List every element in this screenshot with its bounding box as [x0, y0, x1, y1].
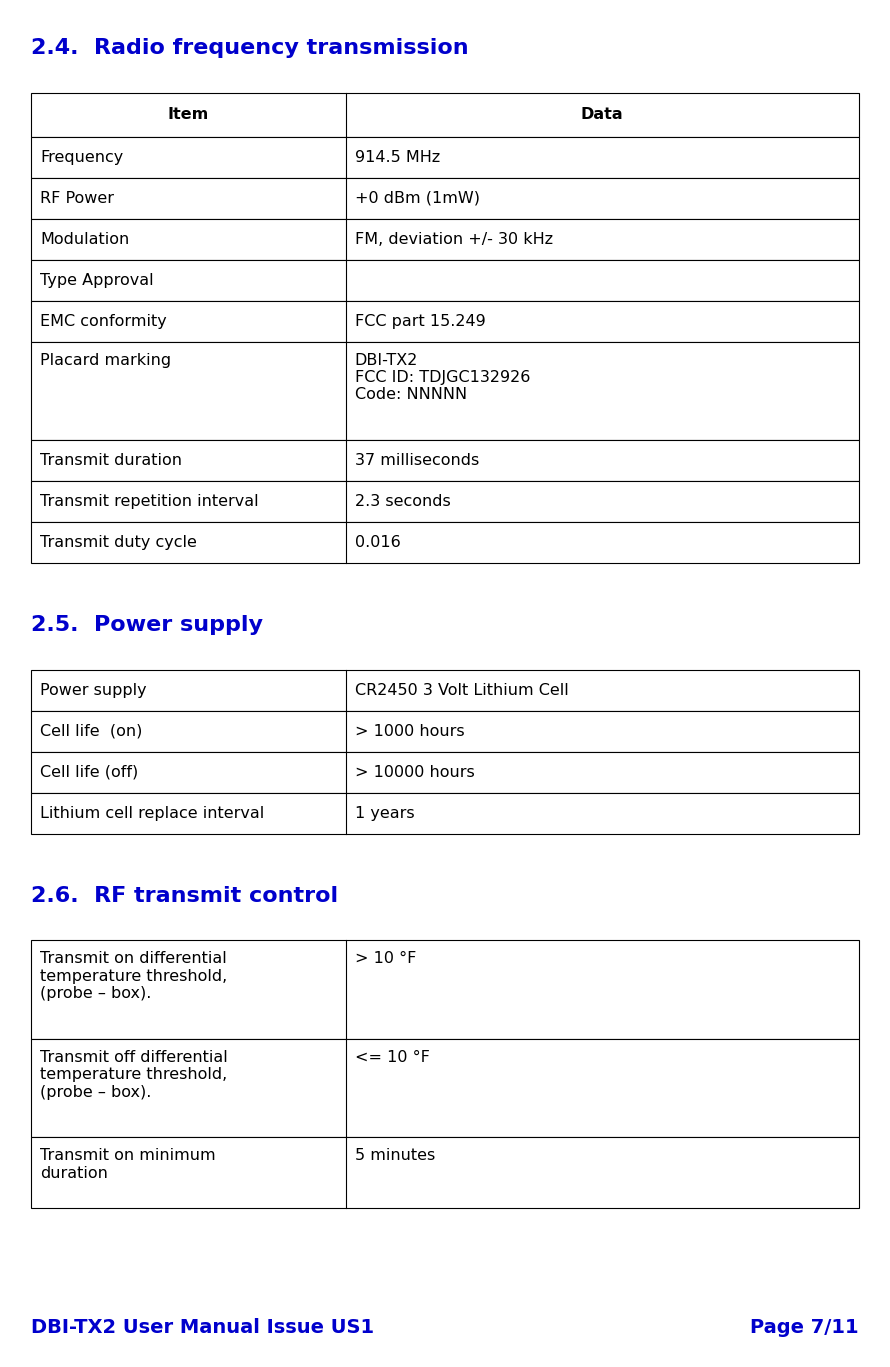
Text: Cell life (off): Cell life (off) [40, 766, 138, 779]
Text: 5 minutes: 5 minutes [354, 1148, 435, 1163]
Text: > 10 °F: > 10 °F [354, 951, 416, 966]
Text: <= 10 °F: <= 10 °F [354, 1050, 430, 1065]
Text: Type Approval: Type Approval [40, 273, 154, 287]
Text: 914.5 MHz: 914.5 MHz [354, 150, 440, 164]
Text: 1 years: 1 years [354, 807, 414, 820]
Bar [31, 93, 859, 137]
Bar [31, 260, 859, 301]
Bar [31, 178, 859, 219]
Text: 2.5.  Power supply: 2.5. Power supply [31, 615, 263, 636]
Text: Transmit duration: Transmit duration [40, 454, 182, 468]
Text: > 10000 hours: > 10000 hours [354, 766, 474, 779]
Text: 0.016: 0.016 [354, 536, 400, 550]
Bar [31, 440, 859, 481]
Text: 2.6.  RF transmit control: 2.6. RF transmit control [31, 886, 338, 906]
Text: Transmit on minimum
duration: Transmit on minimum duration [40, 1148, 215, 1181]
Text: Transmit repetition interval: Transmit repetition interval [40, 495, 259, 509]
Bar [31, 752, 859, 793]
Text: DBI-TX2
FCC ID: TDJGC132926
Code: NNNNN: DBI-TX2 FCC ID: TDJGC132926 Code: NNNNN [354, 353, 530, 402]
Text: Data: Data [581, 108, 624, 122]
Bar [31, 301, 859, 342]
Text: Power supply: Power supply [40, 684, 147, 697]
Text: Placard marking: Placard marking [40, 353, 171, 368]
Text: Transmit off differential
temperature threshold,
(probe – box).: Transmit off differential temperature th… [40, 1050, 228, 1099]
Text: Transmit on differential
temperature threshold,
(probe – box).: Transmit on differential temperature thr… [40, 951, 227, 1001]
Bar [31, 1137, 859, 1208]
Text: FCC part 15.249: FCC part 15.249 [354, 314, 485, 328]
Text: Page 7/11: Page 7/11 [750, 1318, 859, 1337]
Text: +0 dBm (1mW): +0 dBm (1mW) [354, 191, 480, 205]
Bar [31, 342, 859, 440]
Text: Frequency: Frequency [40, 150, 124, 164]
Text: FM, deviation +/- 30 kHz: FM, deviation +/- 30 kHz [354, 232, 553, 246]
Bar [31, 940, 859, 1039]
Text: EMC conformity: EMC conformity [40, 314, 166, 328]
Text: Cell life  (on): Cell life (on) [40, 725, 142, 738]
Bar [31, 1039, 859, 1137]
Text: Lithium cell replace interval: Lithium cell replace interval [40, 807, 264, 820]
Bar [31, 219, 859, 260]
Bar [31, 670, 859, 711]
Text: DBI-TX2 User Manual Issue US1: DBI-TX2 User Manual Issue US1 [31, 1318, 375, 1337]
Text: Transmit duty cycle: Transmit duty cycle [40, 536, 197, 550]
Text: > 1000 hours: > 1000 hours [354, 725, 465, 738]
Bar [31, 793, 859, 834]
Text: 2.3 seconds: 2.3 seconds [354, 495, 450, 509]
Text: 2.4.  Radio frequency transmission: 2.4. Radio frequency transmission [31, 38, 469, 59]
Bar [31, 522, 859, 563]
Text: CR2450 3 Volt Lithium Cell: CR2450 3 Volt Lithium Cell [354, 684, 569, 697]
Text: 37 milliseconds: 37 milliseconds [354, 454, 479, 468]
Text: Item: Item [168, 108, 209, 122]
Text: Modulation: Modulation [40, 232, 129, 246]
Bar [31, 711, 859, 752]
Bar [31, 481, 859, 522]
Bar [31, 137, 859, 178]
Text: RF Power: RF Power [40, 191, 114, 205]
